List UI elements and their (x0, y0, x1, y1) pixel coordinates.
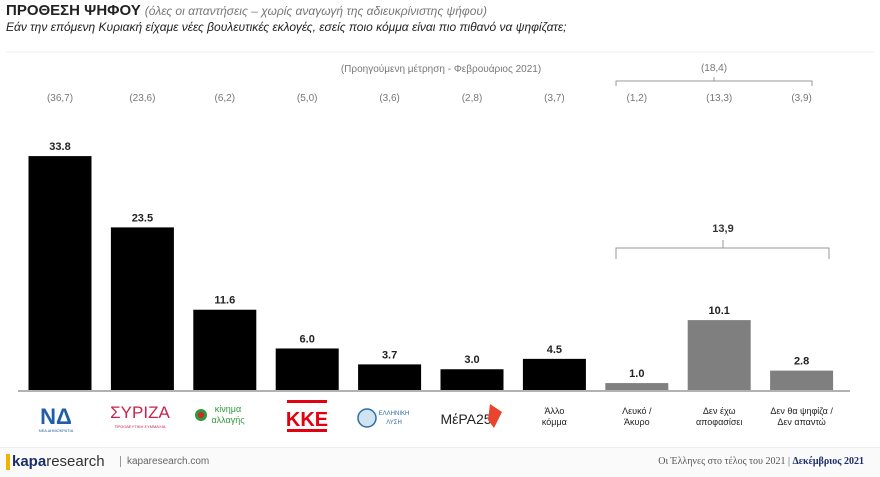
svg-text:ΚΚΕ: ΚΚΕ (286, 409, 328, 431)
bar-8 (687, 320, 751, 390)
category-label-6-line2: κόμμα (542, 417, 567, 427)
value-label-4: 3.7 (382, 349, 397, 361)
svg-text:ΣΥΡΙΖΑ: ΣΥΡΙΖΑ (110, 403, 170, 422)
bird-icon (488, 404, 502, 428)
category-label-7-line1: Λευκό / (622, 406, 652, 416)
footer: kaparesearch kaparesearch.com Οι Έλληνες… (0, 447, 880, 477)
bar-7 (605, 383, 669, 390)
survey-question: Εάν την επόμενη Κυριακή είχαμε νέες βουλ… (6, 20, 567, 34)
category-label-9-line1: Δεν θα ψηφίζα / (770, 406, 833, 416)
compass-icon (357, 408, 377, 428)
nd-logo: ΝΔ ΝΕΑ ΔΗΜΟΚΡΑΤΙΑ (39, 404, 74, 433)
svg-text:αλλαγής: αλλαγής (211, 415, 245, 425)
value-label-0: 33.8 (49, 141, 70, 153)
value-label-9: 2.8 (794, 356, 809, 368)
kapa-research-logo: kaparesearch (6, 453, 105, 471)
kinal-logo: κίνημα αλλαγής (195, 404, 245, 425)
group-previous-label: (18,4) (701, 63, 727, 74)
vote-intention-chart: (Προηγούμενη μέτρηση - Φεβρουάριος 2021)… (6, 51, 874, 433)
previous-value-0: (36,7) (47, 93, 73, 104)
bar-3 (275, 348, 339, 390)
category-label-9-line2: Δεν απαντώ (777, 417, 825, 427)
group-previous-bracket (615, 77, 813, 86)
value-label-1: 23.5 (132, 212, 153, 224)
previous-value-5: (2,8) (462, 93, 483, 104)
previous-value-8: (13,3) (706, 93, 732, 104)
mera25-logo: ΜέΡΑ25 (440, 404, 502, 428)
svg-text:ΕΛΛΗΝΙΚΗ: ΕΛΛΗΝΙΚΗ (379, 411, 410, 417)
previous-value-7: (1,2) (627, 93, 648, 104)
value-label-6: 4.5 (547, 344, 562, 356)
value-label-7: 1.0 (629, 368, 644, 380)
value-label-5: 3.0 (464, 354, 479, 366)
previous-value-2: (6,2) (215, 93, 236, 104)
group-total-label: 13,9 (712, 223, 733, 235)
svg-text:ΠΡΟΟΔΕΥΤΙΚΗ ΣΥΜΜΑΧΙΑ: ΠΡΟΟΔΕΥΤΙΚΗ ΣΥΜΜΑΧΙΑ (115, 424, 166, 429)
value-label-2: 11.6 (214, 295, 235, 307)
chart-subtitle: (όλες οι απαντήσεις – χωρίς αναγωγή της … (144, 4, 487, 18)
previous-value-6: (3,7) (544, 93, 565, 104)
survey-info: Οι Έλληνες στο τέλος του 2021 | Δεκέμβρι… (658, 456, 864, 467)
value-label-8: 10.1 (708, 305, 729, 317)
bar-9 (770, 370, 834, 390)
chart-title: ΠΡΟΘΕΣΗ ΨΗΦΟΥ (όλες οι απαντήσεις – χωρίς… (6, 2, 487, 19)
bar-4 (358, 364, 422, 390)
previous-value-9: (3,9) (791, 93, 812, 104)
previous-value-1: (23,6) (129, 93, 155, 104)
bar-1 (110, 227, 174, 390)
previous-value-4: (3,6) (379, 93, 400, 104)
svg-text:ΝΔ: ΝΔ (40, 404, 72, 429)
svg-text:ΝΕΑ ΔΗΜΟΚΡΑΤΙΑ: ΝΕΑ ΔΗΜΟΚΡΑΤΙΑ (39, 428, 74, 433)
syriza-logo: ΣΥΡΙΖΑ ΠΡΟΟΔΕΥΤΙΚΗ ΣΥΜΜΑΧΙΑ (110, 403, 170, 429)
svg-text:ΛΥΣΗ: ΛΥΣΗ (386, 420, 402, 426)
previous-measurement-label: (Προηγούμενη μέτρηση - Φεβρουάριος 2021) (341, 63, 541, 75)
svg-text:ΜέΡΑ25: ΜέΡΑ25 (440, 411, 491, 427)
elliniki-lysi-logo: ΕΛΛΗΝΙΚΗ ΛΥΣΗ (357, 408, 410, 428)
category-label-7-line2: Άκυρο (624, 417, 650, 427)
bar-6 (522, 358, 586, 390)
value-label-3: 6.0 (300, 333, 315, 345)
bar-0 (28, 156, 92, 390)
previous-value-3: (5,0) (297, 93, 318, 104)
website-link[interactable]: kaparesearch.com (120, 456, 209, 467)
category-label-6-line1: Άλλο (544, 406, 564, 416)
category-label-8-line2: αποφασίσει (696, 417, 742, 427)
kke-logo: ΚΚΕ (286, 400, 328, 432)
group-total-bracket (615, 240, 830, 259)
bar-2 (193, 309, 257, 390)
bar-5 (440, 369, 504, 390)
title-text: ΠΡΟΘΕΣΗ ΨΗΦΟΥ (6, 2, 141, 19)
svg-text:κίνημα: κίνημα (215, 404, 241, 414)
category-label-8-line1: Δεν έχω (703, 406, 736, 416)
